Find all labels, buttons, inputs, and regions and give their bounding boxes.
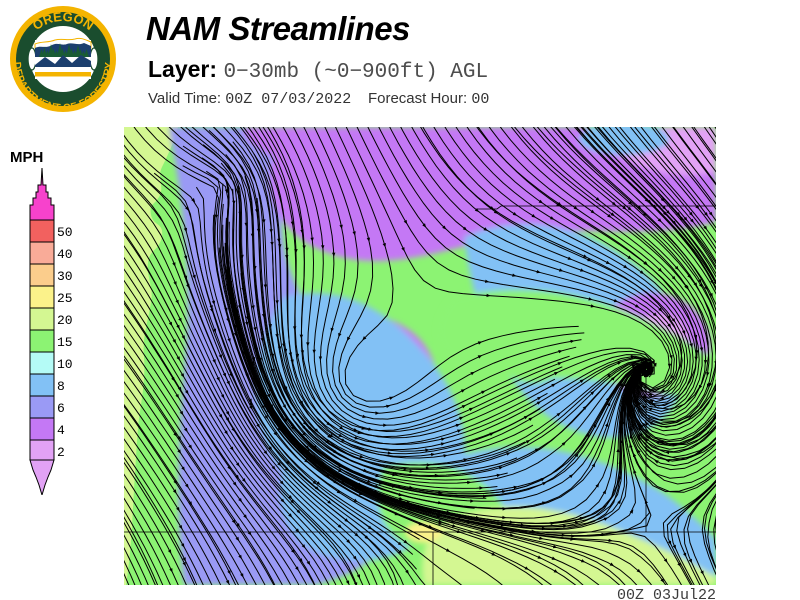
svg-text:25: 25 <box>57 291 73 306</box>
svg-text:4: 4 <box>57 423 65 438</box>
svg-text:10: 10 <box>57 357 73 372</box>
svg-text:50: 50 <box>57 225 73 240</box>
svg-text:20: 20 <box>57 313 73 328</box>
svg-text:8: 8 <box>57 379 65 394</box>
svg-text:15: 15 <box>57 335 73 350</box>
svg-text:40: 40 <box>57 247 73 262</box>
svg-text:2: 2 <box>57 445 65 460</box>
svg-text:MPH: MPH <box>10 150 43 166</box>
svg-text:30: 30 <box>57 269 73 284</box>
svg-text:6: 6 <box>57 401 65 416</box>
